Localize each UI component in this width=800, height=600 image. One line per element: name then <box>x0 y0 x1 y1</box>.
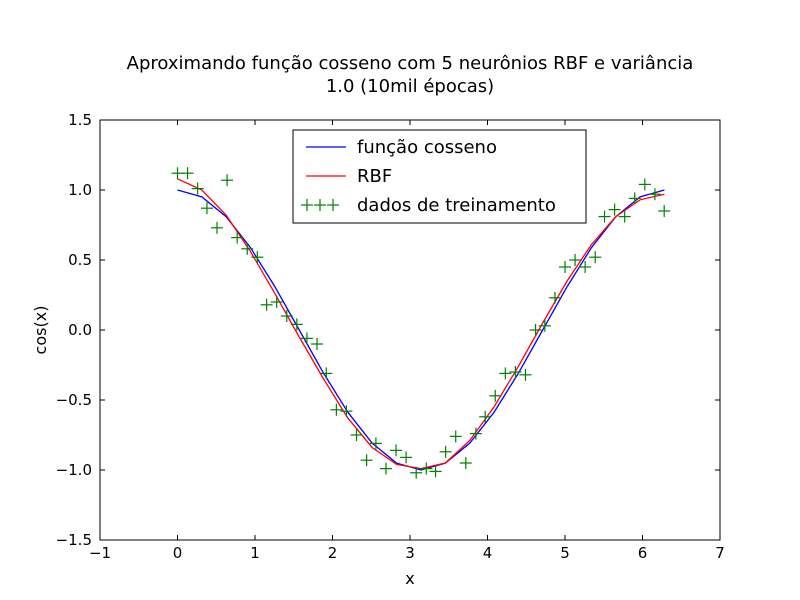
data-point-training <box>519 368 532 381</box>
x-tick-label: −1 <box>89 544 111 562</box>
data-point-training <box>420 462 433 475</box>
y-tick-label: 0.0 <box>68 321 92 339</box>
data-point-training <box>171 167 184 180</box>
y-tick-label: −1.0 <box>56 461 92 479</box>
data-point-training <box>379 462 392 475</box>
chart-title-line-1: Aproximando função cosseno com 5 neurôni… <box>127 53 694 74</box>
data-point-training <box>311 338 323 350</box>
data-point-training <box>469 427 482 440</box>
data-point-training <box>290 318 303 331</box>
data-point-training <box>200 202 213 215</box>
data-point-training <box>449 430 462 443</box>
data-point-training <box>280 310 293 322</box>
y-tick-label: 1.0 <box>68 181 92 199</box>
data-point-training <box>459 457 472 469</box>
data-point-training <box>538 319 551 332</box>
data-point-training <box>569 254 582 266</box>
x-tick-label: 4 <box>483 544 493 562</box>
data-point-training <box>499 367 512 380</box>
data-point-training <box>340 405 353 418</box>
data-point-training <box>559 261 571 273</box>
x-axis-label: x <box>405 569 414 588</box>
y-tick-label: −1.5 <box>56 531 92 549</box>
data-point-training <box>648 188 661 201</box>
legend-label-training: dados de treinamento <box>357 195 556 216</box>
x-tick-label: 6 <box>638 544 648 562</box>
x-tick-label: 5 <box>560 544 570 562</box>
data-point-training <box>231 231 244 244</box>
data-point-training <box>350 429 363 441</box>
series-line-cosine <box>177 189 665 471</box>
data-point-training <box>400 451 413 464</box>
data-point-training <box>628 192 641 205</box>
x-tick-label: 1 <box>250 544 260 562</box>
data-point-training <box>439 445 452 458</box>
data-point-training <box>598 210 611 223</box>
x-tick-label: 3 <box>405 544 415 562</box>
legend-label-rbf: RBF <box>357 166 392 187</box>
data-point-training <box>608 203 621 216</box>
series-layer <box>171 167 671 479</box>
data-point-training <box>191 182 204 195</box>
data-point-training <box>390 444 403 457</box>
x-tick-label: 0 <box>173 544 183 562</box>
data-point-training <box>410 466 423 479</box>
data-point-training <box>589 251 602 264</box>
y-tick-label: 1.5 <box>68 111 92 129</box>
data-point-training <box>320 367 333 380</box>
legend-label-cosine: função cosseno <box>357 137 497 158</box>
data-point-training <box>548 291 561 304</box>
data-point-training <box>429 465 442 478</box>
data-point-training <box>330 403 343 416</box>
ticks-layer: −1 0 1 2 3 4 5 6 7 −1.5 −1.0 −0.5 0.0 0.5 1.0 1.5 <box>56 111 725 562</box>
y-tick-label: 0.5 <box>68 251 92 269</box>
data-point-training <box>241 242 254 255</box>
data-point-training <box>270 296 283 308</box>
plot-frame <box>99 119 721 541</box>
data-point-training <box>579 261 592 273</box>
chart-title-line-2: 1.0 (10mil épocas) <box>326 76 494 97</box>
data-point-training <box>479 410 492 423</box>
data-point-training <box>509 366 522 378</box>
data-point-training <box>489 389 502 402</box>
y-tick-label: −0.5 <box>56 391 92 409</box>
legend: função cosseno RBF dados de treinamento <box>292 129 587 224</box>
y-axis-label: cos(x) <box>31 306 50 355</box>
x-tick-label: 7 <box>715 544 725 562</box>
data-point-training <box>181 167 194 180</box>
data-point-training <box>360 454 373 467</box>
data-point-training <box>260 298 273 311</box>
data-point-training <box>221 174 234 187</box>
data-point-training <box>638 178 651 191</box>
data-point-training <box>300 332 313 345</box>
data-point-training <box>211 221 224 234</box>
legend-swatch-training <box>301 199 339 211</box>
data-point-training <box>618 210 631 223</box>
data-point-training <box>658 205 671 217</box>
data-point-training <box>529 324 542 336</box>
data-point-training <box>251 251 264 264</box>
data-point-training <box>369 437 382 450</box>
x-tick-label: 2 <box>328 544 338 562</box>
